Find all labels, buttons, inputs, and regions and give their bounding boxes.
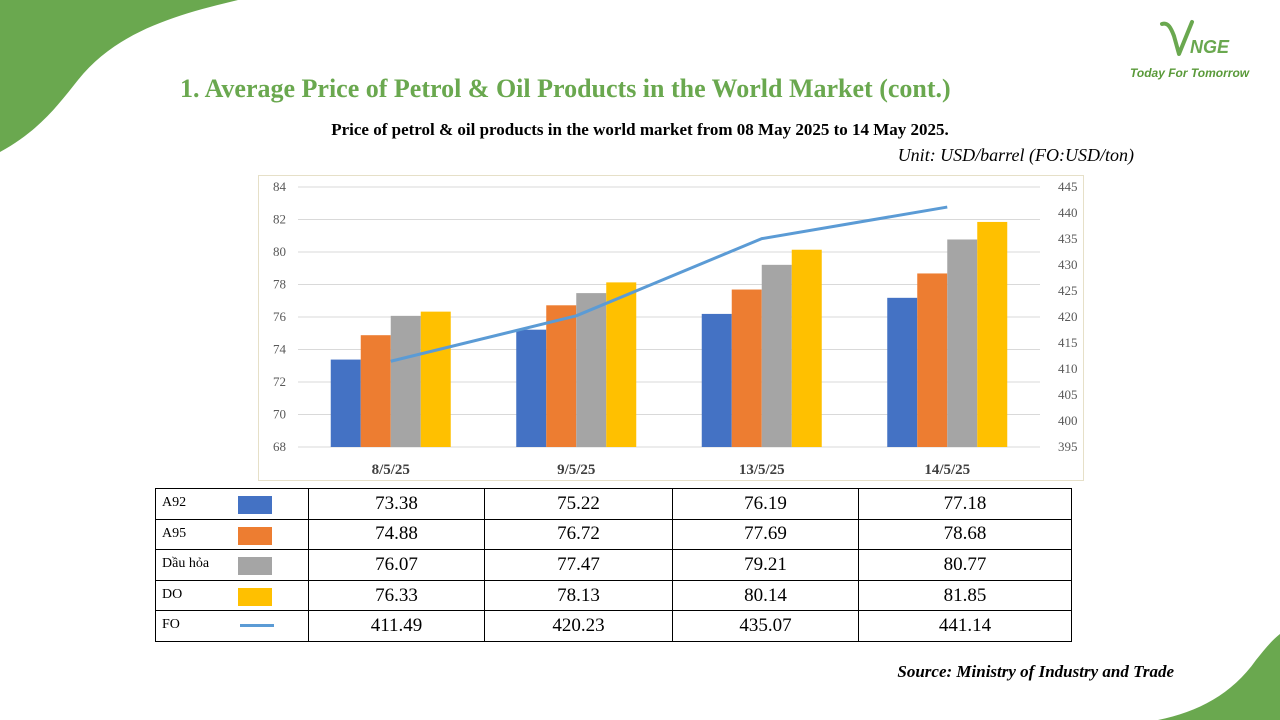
vnge-logo-icon: NGE: [1160, 20, 1230, 57]
legend-color-swatch: [238, 587, 272, 606]
bar-dầu-hỏa: [947, 239, 978, 447]
table-cell: 76.33: [308, 579, 485, 612]
table-row: A95 74.88 76.72 77.69 78.68: [155, 518, 1072, 551]
left-axis-tick-label: 84: [273, 179, 287, 194]
legend-cell: A92: [155, 488, 309, 520]
right-axis-tick-label: 430: [1058, 257, 1078, 272]
table-cell: 411.49: [308, 610, 485, 642]
right-axis-tick-label: 415: [1058, 335, 1078, 350]
left-axis-tick-label: 72: [273, 374, 286, 389]
series-label: Dầu hỏa: [162, 556, 210, 572]
table-cell: 80.77: [858, 549, 1072, 581]
bar-do: [791, 249, 822, 447]
table-cell: 77.69: [672, 518, 859, 551]
series-label: DO: [162, 586, 183, 602]
table-cell: 79.21: [672, 549, 859, 581]
table-cell: 78.13: [484, 579, 673, 612]
svg-text:NGE: NGE: [1190, 37, 1230, 57]
table-row: DO 76.33 78.13 80.14 81.85: [155, 579, 1072, 612]
table-row: FO 411.49 420.23 435.07 441.14: [155, 610, 1072, 642]
legend-color-swatch: [238, 557, 272, 576]
left-axis-tick-label: 82: [273, 212, 286, 227]
legend-color-swatch: [238, 496, 272, 514]
page-title: 1. Average Price of Petrol & Oil Product…: [180, 74, 951, 103]
top-left-leaf-shape: [0, 0, 238, 152]
table-cell: 77.47: [484, 549, 673, 581]
bar-dầu-hỏa: [576, 293, 607, 447]
table-cell: 74.88: [308, 518, 485, 551]
table-cell: 435.07: [672, 610, 859, 642]
source-note: Source: Ministry of Industry and Trade: [897, 662, 1174, 681]
legend-line-swatch: [240, 624, 274, 628]
bar-a95: [360, 335, 391, 447]
table-cell: 76.19: [672, 488, 859, 520]
table-cell: 73.38: [308, 488, 485, 520]
left-axis-tick-label: 78: [273, 277, 286, 292]
bottom-right-leaf-shape: [1158, 634, 1280, 720]
table-cell: 78.68: [858, 518, 1072, 551]
bar-a92: [701, 313, 732, 447]
right-axis-tick-label: 435: [1058, 231, 1078, 246]
series-label: FO: [162, 617, 180, 633]
x-axis-category-label: 8/5/25: [372, 462, 410, 478]
right-axis-tick-label: 440: [1058, 205, 1078, 220]
right-axis-tick-label: 445: [1058, 179, 1078, 194]
data-table: A92 73.38 75.22 76.19 77.18 A95 74.88 76.72 77.6…: [155, 488, 1072, 642]
table-row: A92 73.38 75.22 76.19 77.18: [155, 488, 1072, 520]
bar-a95: [917, 273, 948, 447]
right-axis-tick-label: 400: [1058, 413, 1078, 428]
table-cell: 76.07: [308, 549, 485, 581]
chart-title: Price of petrol & oil products in the wo…: [331, 120, 949, 139]
x-axis-category-label: 9/5/25: [557, 462, 595, 478]
bar-dầu-hỏa: [761, 264, 792, 447]
table-cell: 80.14: [672, 579, 859, 612]
right-axis-tick-label: 420: [1058, 309, 1078, 324]
table-cell: 81.85: [858, 579, 1072, 612]
table-row: Dầu hỏa 76.07 77.47 79.21 80.77: [155, 549, 1072, 581]
x-axis-category-label: 14/5/25: [924, 462, 970, 478]
unit-note: Unit: USD/barrel (FO:USD/ton): [897, 145, 1134, 165]
table-cell: 76.72: [484, 518, 673, 551]
bar-a95: [546, 305, 577, 447]
chart-canvas: 68 70 72 74 76 78 80 82 84 395 400 405 410 415 420 425 4…: [258, 175, 1084, 481]
legend-cell: FO: [155, 610, 309, 642]
fo-line-series: [390, 205, 948, 363]
bar-dầu-hỏa: [390, 315, 421, 447]
right-axis-tick-label: 425: [1058, 283, 1078, 298]
right-axis-tick-label: 395: [1058, 439, 1078, 454]
bar-a95: [731, 289, 762, 447]
legend-cell: Dầu hỏa: [155, 549, 309, 581]
legend-cell: DO: [155, 579, 309, 612]
combo-chart: 68 70 72 74 76 78 80 82 84 395 400 405 410 415 420 425 4…: [258, 175, 1084, 481]
left-axis-tick-label: 70: [273, 407, 286, 422]
left-axis-tick-label: 68: [273, 439, 286, 454]
bar-do: [420, 311, 451, 447]
series-label: A92: [162, 495, 187, 510]
bar-a92: [330, 359, 361, 447]
left-axis-tick-label: 80: [273, 244, 286, 259]
right-axis-tick-label: 405: [1058, 387, 1078, 402]
left-axis-tick-label: 76: [273, 309, 287, 324]
right-axis-tick-label: 410: [1058, 361, 1078, 376]
table-cell: 77.18: [858, 488, 1072, 520]
table-cell: 420.23: [484, 610, 673, 642]
left-axis-tick-label: 74: [273, 342, 287, 357]
x-axis-category-label: 13/5/25: [739, 462, 785, 478]
legend-color-swatch: [238, 526, 272, 545]
series-label: A95: [162, 525, 187, 541]
table-cell: 75.22: [484, 488, 673, 520]
bar-do: [606, 282, 637, 447]
bar-a92: [516, 329, 547, 447]
table-cell: 441.14: [858, 610, 1072, 642]
company-logo: NGE Today For Tomorrow: [1120, 14, 1270, 86]
bar-do: [977, 221, 1008, 447]
legend-cell: A95: [155, 518, 309, 551]
logo-tagline: Today For Tomorrow: [1130, 66, 1250, 80]
bar-a92: [887, 297, 918, 447]
